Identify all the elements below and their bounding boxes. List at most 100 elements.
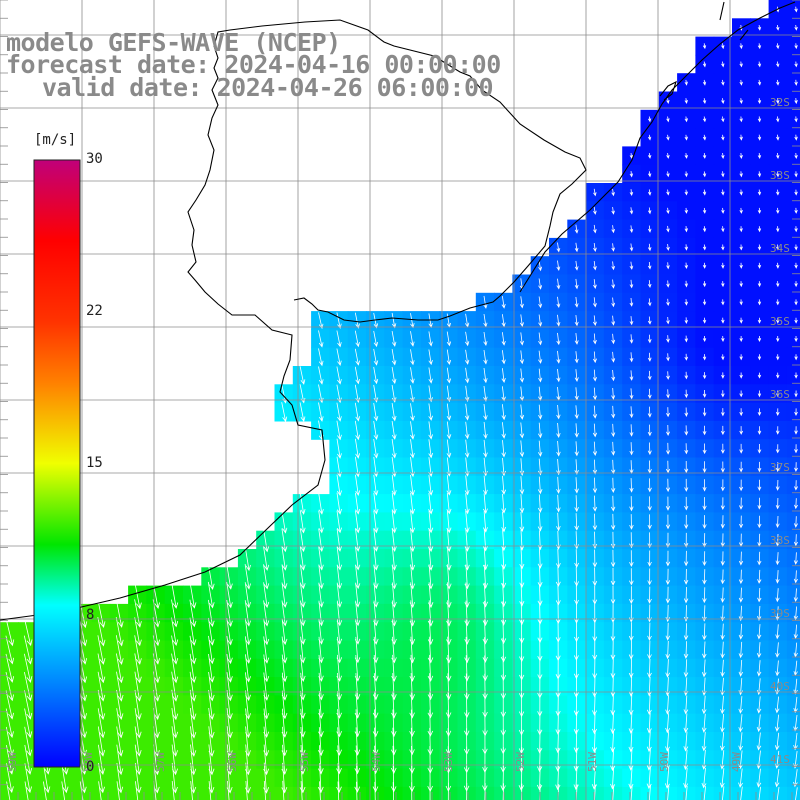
latitude-labels: 32S 33S 34S 35S 36S 37S 38S 39S 40S 41S xyxy=(770,96,790,766)
wind-arrow xyxy=(354,709,361,738)
wind-arrow xyxy=(739,79,743,86)
wind-arrow xyxy=(519,547,525,570)
wind-arrow xyxy=(775,714,780,732)
wind-arrow xyxy=(739,461,744,473)
wind-arrow xyxy=(538,314,543,327)
wind-arrow xyxy=(610,567,616,586)
wind-arrow xyxy=(208,599,215,628)
colorbar xyxy=(33,159,81,768)
wind-arrow xyxy=(24,690,33,720)
wind-cell xyxy=(786,420,800,440)
wind-arrow xyxy=(354,745,361,775)
wind-arrow xyxy=(5,653,15,683)
wind-arrow xyxy=(24,744,33,775)
wind-arrow xyxy=(683,713,689,734)
wind-arrow xyxy=(355,510,361,534)
wind-arrow xyxy=(336,312,342,329)
wind-arrow xyxy=(793,606,798,621)
wind-arrow xyxy=(629,388,634,400)
wind-arrow xyxy=(665,749,670,771)
wind-arrow xyxy=(464,564,470,590)
wind-arrow xyxy=(739,226,743,233)
wind-arrow xyxy=(464,367,470,384)
wind-arrow xyxy=(318,366,324,385)
wind-arrow xyxy=(500,619,507,645)
wind-arrow xyxy=(336,564,343,590)
wind-arrow xyxy=(574,333,579,345)
wind-arrow xyxy=(664,767,670,789)
wind-arrow xyxy=(428,475,434,496)
wind-arrow xyxy=(189,599,197,628)
wind-arrow xyxy=(776,390,780,398)
wind-arrow xyxy=(410,331,415,347)
latitude-label: 34S xyxy=(770,242,790,255)
wind-arrow xyxy=(720,732,725,752)
wind-arrow xyxy=(483,349,488,365)
wind-cell xyxy=(18,786,38,800)
wind-arrow xyxy=(757,479,762,492)
wind-arrow xyxy=(720,569,725,585)
wind-arrow xyxy=(666,280,670,288)
wind-arrow xyxy=(556,494,561,513)
wind-arrow xyxy=(574,242,579,253)
wind-arrow xyxy=(464,618,470,645)
wind-arrow xyxy=(776,79,780,86)
wind-arrow xyxy=(629,550,634,568)
wind-arrow xyxy=(702,189,707,196)
wind-arrow xyxy=(134,744,142,776)
wind-arrow xyxy=(390,727,397,756)
wind-arrow xyxy=(537,458,543,476)
wind-arrow xyxy=(592,513,598,531)
wind-arrow xyxy=(263,600,270,627)
wind-arrow xyxy=(701,713,707,733)
wind-arrow xyxy=(518,747,525,773)
wind-arrow xyxy=(793,552,798,565)
wind-arrow xyxy=(628,658,634,679)
wind-arrow xyxy=(538,332,543,346)
wind-arrow xyxy=(666,207,670,215)
wind-arrow xyxy=(647,298,652,307)
wind-arrow xyxy=(501,350,506,365)
wind-arrow xyxy=(427,654,434,682)
wind-arrow xyxy=(684,226,688,233)
wind-arrow xyxy=(592,549,598,568)
wind-arrow xyxy=(537,494,543,513)
wind-arrow xyxy=(574,405,579,420)
wind-arrow xyxy=(190,781,193,800)
wind-arrow xyxy=(629,297,634,307)
latitude-label: 33S xyxy=(770,169,790,182)
wind-arrow xyxy=(757,61,762,68)
wind-arrow xyxy=(702,244,707,251)
wind-arrow xyxy=(171,635,179,665)
wind-arrow xyxy=(610,549,616,568)
wind-arrow xyxy=(610,531,616,549)
wind-arrow xyxy=(629,514,634,530)
wind-arrow xyxy=(592,315,597,327)
wind-arrow xyxy=(702,207,707,214)
wind-arrow xyxy=(373,330,379,348)
wind-arrow xyxy=(445,636,452,664)
wind-arrow xyxy=(702,587,707,604)
wind-arrow xyxy=(720,605,725,622)
wind-arrow xyxy=(97,617,106,647)
wind-cell xyxy=(201,786,221,800)
wind-arrow xyxy=(555,711,561,735)
longitude-label: 49W xyxy=(730,752,743,772)
wind-arrow xyxy=(629,207,634,215)
wind-arrow xyxy=(721,390,725,398)
wind-arrow xyxy=(116,708,124,739)
wind-arrow xyxy=(501,314,506,328)
wind-arrow xyxy=(701,767,707,789)
wind-arrow xyxy=(776,787,780,800)
wind-arrow xyxy=(446,439,452,459)
wind-arrow xyxy=(171,653,179,684)
wind-arrow xyxy=(244,600,251,627)
wind-arrow xyxy=(24,708,33,739)
wind-arrow xyxy=(373,546,379,571)
wind-arrow xyxy=(446,349,452,366)
wind-arrow xyxy=(666,153,670,159)
wind-arrow xyxy=(6,781,11,800)
wind-arrow xyxy=(610,676,616,698)
wind-arrow xyxy=(721,226,725,233)
wind-arrow xyxy=(263,780,267,800)
